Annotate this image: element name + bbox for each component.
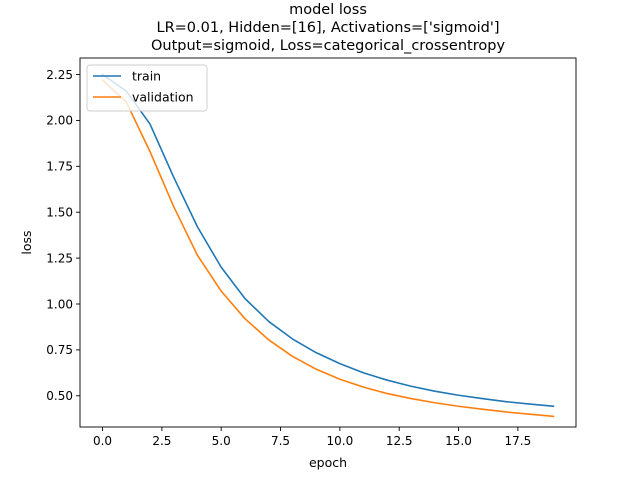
x-tick-label: 5.0: [212, 434, 231, 448]
x-axis-label: epoch: [309, 455, 347, 470]
y-tick-label: 2.00: [46, 114, 73, 128]
legend-label-validation: validation: [132, 90, 194, 105]
y-tick-label: 1.50: [46, 206, 73, 220]
x-tick-label: 15.0: [445, 434, 472, 448]
x-tick-label: 12.5: [386, 434, 413, 448]
chart-title-line: model loss: [289, 2, 367, 18]
series-line-validation: [101, 78, 555, 418]
y-tick-label: 1.25: [46, 251, 73, 265]
y-axis-label: loss: [19, 230, 34, 254]
y-tick-label: 0.50: [46, 389, 73, 403]
chart-title-line: LR=0.01, Hidden=[16], Activations=['sigm…: [157, 20, 500, 36]
x-tick-label: 0.0: [93, 434, 112, 448]
y-tick-label: 2.25: [46, 68, 73, 82]
x-axis-ticks: 0.0 2.5 5.0 7.5 10.0 12.5 15.0 17.5: [93, 427, 531, 448]
x-tick-label: 10.0: [327, 434, 354, 448]
chart-title: model loss LR=0.01, Hidden=[16], Activati…: [151, 2, 505, 54]
legend: train validation: [86, 64, 208, 112]
x-tick-label: 17.5: [504, 434, 531, 448]
y-axis-ticks: 0.50 0.75 1.00 1.25 1.50 1.75 2.00 2.25: [46, 68, 80, 403]
x-tick-label: 7.5: [271, 434, 290, 448]
chart-title-line: Output=sigmoid, Loss=categorical_crossen…: [151, 38, 505, 54]
series-line-train: [101, 73, 555, 408]
x-tick-label: 2.5: [152, 434, 171, 448]
y-tick-label: 0.75: [46, 343, 73, 357]
plot-area-frame: [79, 57, 577, 428]
series-layer: [101, 73, 555, 418]
y-tick-label: 1.00: [46, 297, 73, 311]
y-tick-label: 1.75: [46, 160, 73, 174]
legend-label-train: train: [132, 69, 161, 84]
